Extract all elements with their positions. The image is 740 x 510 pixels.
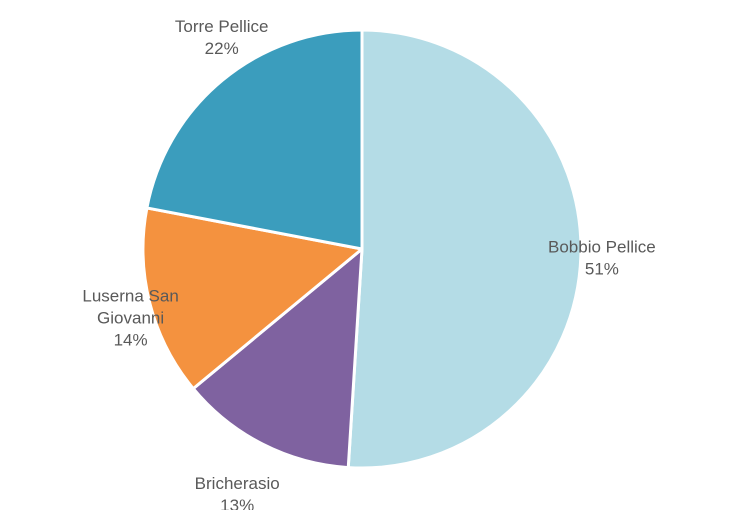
pie-slice-torre-pellice	[145, 28, 364, 251]
pie-label-value: 13%	[220, 496, 254, 510]
pie-label-value: 51%	[585, 260, 619, 279]
pie-label-name: Bobbio Pellice	[548, 238, 656, 257]
pie-label-name: Luserna San	[82, 286, 178, 305]
pie-label-bobbio-pellice: Bobbio Pellice 51%	[548, 238, 656, 279]
pie-label-luserna-san-giovanni: Luserna San Giovanni 14%	[82, 286, 178, 349]
slices-layer	[141, 28, 583, 470]
pie-label-bricherasio: Bricherasio 13%	[195, 474, 280, 510]
pie-label-value: 14%	[114, 330, 148, 349]
pie-slice-bobbio-pellice	[346, 28, 583, 470]
pie-label-name: Bricherasio	[195, 474, 280, 493]
pie-slice-bricherasio	[191, 247, 364, 470]
pie-slice-luserna-san-giovanni	[141, 206, 364, 391]
labels-layer: Bobbio Pellice 51% Bricherasio 13% Luserna S…	[82, 17, 655, 510]
pie-label-name: Giovanni	[97, 308, 164, 327]
pie-label-value: 22%	[205, 39, 239, 58]
pie-label-name: Torre Pellice	[175, 17, 269, 36]
pie-label-torre-pellice: Torre Pellice 22%	[175, 17, 269, 58]
